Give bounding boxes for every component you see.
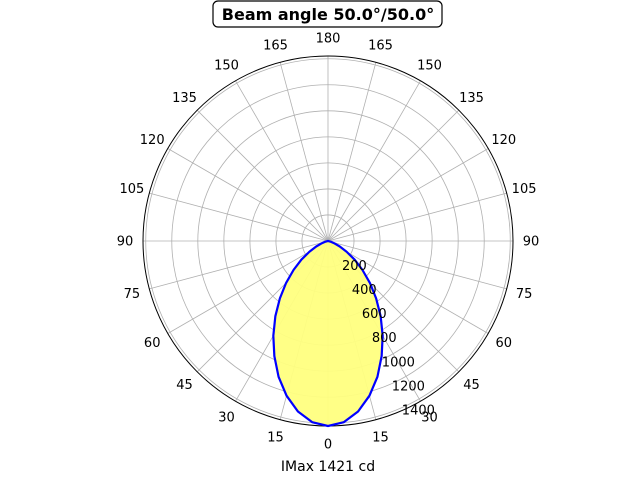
intensity-area	[273, 241, 383, 426]
data-point	[346, 251, 348, 253]
data-point	[368, 395, 371, 397]
data-point	[333, 242, 335, 244]
angle-tick-label: 180	[316, 32, 341, 47]
angle-tick-label: 15	[372, 431, 389, 446]
angular-gridline	[167, 240, 329, 334]
angular-gridline	[327, 240, 507, 290]
angle-tick-label: 60	[144, 336, 161, 351]
data-point	[382, 335, 384, 337]
angle-tick-label: 60	[496, 336, 513, 351]
data-point	[292, 269, 295, 271]
angle-tick-label: 45	[176, 378, 193, 393]
radial-tick-label: 1200	[392, 379, 425, 394]
angle-tick-label: 15	[267, 431, 284, 446]
angular-gridline	[235, 80, 329, 242]
radial-tick-label: 600	[362, 307, 387, 322]
data-point	[327, 425, 329, 427]
data-point	[324, 241, 327, 243]
angle-tick-label: 150	[417, 59, 442, 74]
chart-title: Beam angle 50.0°/50.0°	[222, 5, 434, 24]
angular-gridline	[327, 62, 377, 242]
data-point	[272, 335, 274, 337]
radial-tick-label: 1000	[382, 355, 415, 370]
data-point	[375, 297, 377, 299]
angle-tick-label: 165	[263, 38, 288, 53]
data-point	[311, 421, 313, 423]
data-point	[381, 355, 383, 357]
angular-gridline	[167, 148, 329, 242]
angular-gridline	[279, 62, 329, 242]
angular-gridline	[327, 192, 507, 242]
angle-tick-label: 0	[324, 438, 332, 453]
data-point	[321, 242, 323, 244]
data-point	[361, 269, 364, 271]
data-point	[274, 315, 276, 317]
data-point	[339, 245, 341, 248]
data-point	[376, 376, 379, 378]
angle-tick-label: 135	[172, 91, 197, 106]
angular-gridline	[149, 240, 329, 290]
data-point	[357, 410, 359, 413]
angular-gridline	[327, 80, 421, 242]
data-point	[329, 241, 332, 243]
angular-gridline	[327, 240, 489, 334]
angular-gridline	[327, 148, 489, 242]
data-point	[308, 251, 310, 253]
angular-gridline	[327, 109, 460, 242]
data-point	[273, 355, 275, 357]
data-point	[285, 282, 287, 284]
angle-tick-label: 30	[218, 410, 235, 425]
angle-tick-label: 75	[124, 287, 141, 302]
angle-tick-label: 105	[512, 182, 537, 197]
radial-tick-label: 1400	[402, 403, 435, 418]
data-point	[315, 245, 317, 248]
x-axis-label: IMax 1421 cd	[281, 459, 375, 475]
angle-tick-label: 135	[459, 91, 484, 106]
data-point	[279, 297, 281, 299]
angle-tick-label: 45	[463, 378, 480, 393]
angle-tick-label: 90	[523, 235, 540, 250]
radial-tick-label: 200	[342, 259, 367, 274]
data-point	[327, 240, 329, 242]
data-point	[380, 315, 382, 317]
data-point	[369, 282, 371, 284]
data-point	[343, 421, 345, 423]
angle-tick-label: 120	[140, 133, 165, 148]
angle-tick-label: 90	[117, 235, 134, 250]
angle-tick-label: 165	[368, 38, 393, 53]
angle-tick-label: 105	[119, 182, 144, 197]
angle-tick-label: 120	[491, 133, 516, 148]
data-point	[300, 259, 302, 261]
angle-tick-label: 30	[421, 410, 438, 425]
angular-gridline	[196, 109, 329, 242]
angle-tick-label: 75	[516, 287, 533, 302]
data-point	[354, 259, 356, 261]
radial-tick-label: 800	[372, 331, 397, 346]
radial-tick-label: 400	[352, 283, 377, 298]
data-point	[297, 410, 299, 413]
angle-tick-label: 150	[214, 59, 239, 74]
title-box	[212, 0, 443, 28]
data-point	[277, 376, 280, 378]
angular-gridline	[149, 192, 329, 242]
data-point	[285, 395, 288, 397]
